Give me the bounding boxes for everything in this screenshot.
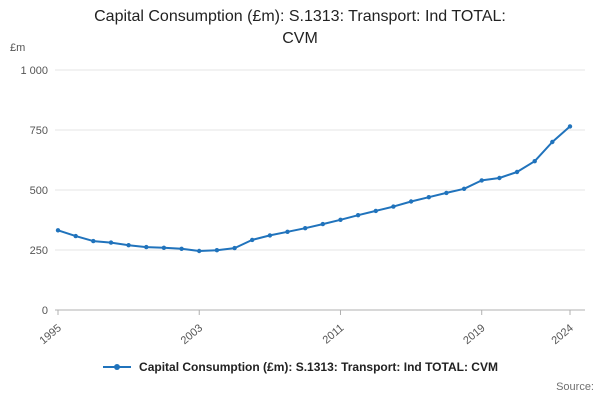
data-point[interactable]	[179, 246, 184, 251]
chart-title: Capital Consumption (£m): S.1313: Transp…	[94, 8, 506, 47]
data-point[interactable]	[250, 237, 255, 243]
data-point[interactable]	[550, 139, 555, 145]
legend-line-marker	[103, 364, 132, 370]
source-label: Source:	[556, 381, 594, 393]
data-point[interactable]	[373, 208, 378, 214]
data-point[interactable]	[144, 244, 149, 250]
x-tick-label: 2011	[321, 322, 347, 346]
data-point[interactable]	[197, 248, 202, 254]
y-tick-label: 750	[30, 125, 48, 137]
data-point[interactable]	[232, 245, 237, 251]
data-point[interactable]	[91, 238, 96, 244]
y-tick-label: 250	[30, 245, 48, 257]
y-tick-label: 500	[30, 185, 48, 197]
data-point[interactable]	[479, 178, 484, 183]
data-point[interactable]	[338, 217, 343, 222]
line-chart-plot[interactable]: 0 250 500 750 1 000 1995 2003 2011 2019 2024	[0, 56, 600, 348]
x-tick-label: 2003	[179, 322, 205, 347]
data-point[interactable]	[267, 233, 273, 238]
data-point[interactable]	[126, 243, 131, 248]
data-point[interactable]	[461, 186, 467, 191]
legend-label: Capital Consumption (£m): S.1313: Transp…	[139, 360, 498, 374]
data-point[interactable]	[567, 124, 573, 129]
data-point[interactable]	[426, 195, 431, 200]
data-point[interactable]	[391, 204, 396, 209]
data-point[interactable]	[108, 240, 114, 245]
data-point[interactable]	[444, 190, 449, 196]
data-point[interactable]	[408, 199, 414, 204]
y-tick-label: 1 000	[20, 65, 48, 77]
x-tick-label: 1995	[37, 322, 63, 347]
data-point[interactable]	[532, 159, 537, 164]
series-line	[57, 125, 571, 252]
data-point[interactable]	[303, 226, 308, 231]
data-point[interactable]	[514, 169, 520, 175]
data-point[interactable]	[73, 233, 78, 239]
x-tick-label: 2024	[549, 322, 575, 347]
x-tick-label: 2019	[461, 322, 487, 347]
legend[interactable]: Capital Consumption (£m): S.1313: Transp…	[0, 360, 600, 374]
data-point[interactable]	[285, 229, 290, 234]
data-point[interactable]	[320, 221, 325, 227]
data-point[interactable]	[214, 248, 220, 253]
y-axis-unit-label: £m	[10, 42, 26, 54]
data-point[interactable]	[161, 245, 167, 250]
data-point[interactable]	[355, 213, 361, 218]
data-point[interactable]	[497, 175, 502, 181]
data-point[interactable]	[55, 228, 61, 233]
y-tick-label: 0	[42, 305, 48, 317]
